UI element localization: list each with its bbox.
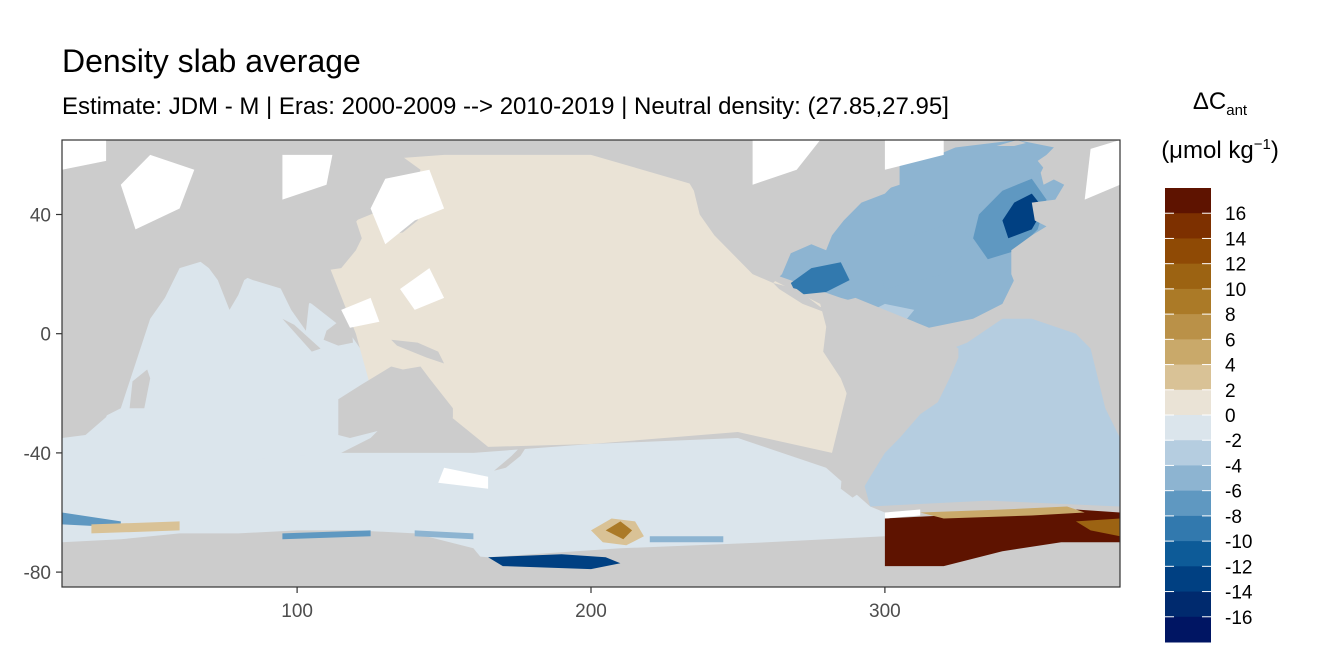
ocean-indian bbox=[62, 259, 400, 501]
land-north-america bbox=[591, 140, 900, 283]
land-new-zealand bbox=[494, 446, 527, 471]
legend-swatch bbox=[1165, 364, 1211, 391]
legend-swatch bbox=[1165, 465, 1211, 492]
legend-label: -12 bbox=[1225, 557, 1252, 578]
patch-weddell-east bbox=[1075, 518, 1120, 537]
patch-margin-warm bbox=[91, 521, 180, 534]
land-sumatra bbox=[282, 318, 321, 352]
ocean-southern bbox=[62, 438, 885, 558]
land-borneo bbox=[323, 312, 353, 346]
legend-swatch bbox=[1165, 515, 1211, 542]
no-data-patch-3 bbox=[282, 154, 333, 200]
land-uk bbox=[1040, 160, 1059, 185]
patch-caribbean bbox=[790, 262, 850, 295]
patch-margin-west bbox=[62, 512, 121, 528]
legend-swatch bbox=[1165, 213, 1211, 239]
patch-ross-margin bbox=[488, 554, 621, 570]
no-data-patch-2 bbox=[62, 140, 107, 170]
chart-title: Density slab average bbox=[62, 43, 361, 79]
legend-swatch bbox=[1165, 490, 1211, 517]
legend-label: 6 bbox=[1225, 330, 1236, 351]
land-new-guinea bbox=[391, 339, 445, 364]
legend-swatch bbox=[1165, 415, 1211, 441]
patch-ross-core bbox=[605, 521, 633, 540]
land-madagascar bbox=[129, 369, 151, 409]
legend-label: -10 bbox=[1225, 532, 1252, 553]
no-data-patch-5 bbox=[341, 297, 380, 328]
land-europe-africa bbox=[1011, 140, 1120, 424]
legend-label: 10 bbox=[1225, 280, 1246, 301]
land-central-america bbox=[773, 283, 832, 313]
legend-label: -4 bbox=[1225, 456, 1242, 477]
legend-swatch bbox=[1165, 541, 1211, 567]
map-layer bbox=[62, 140, 1120, 587]
legend-swatch bbox=[1165, 238, 1211, 265]
legend-unit: (μmol kg−1) bbox=[1161, 136, 1279, 164]
legend-swatch bbox=[1165, 314, 1211, 340]
no-data-patch-1 bbox=[120, 154, 195, 230]
legend-swatch bbox=[1165, 263, 1211, 290]
legend-swatch bbox=[1165, 339, 1211, 366]
legend-label: -8 bbox=[1225, 507, 1242, 528]
land-iceland bbox=[996, 140, 1026, 146]
no-data-patch-11 bbox=[884, 509, 921, 519]
y-tick-label: -80 bbox=[24, 563, 51, 584]
land-australia bbox=[338, 366, 453, 450]
legend-layer: 16 14 12 10 8 6 4 2 0 -2 -4 -6 -8 -10 -12 -14 -16 bbox=[1165, 188, 1253, 643]
legend-label: -2 bbox=[1225, 431, 1242, 452]
y-tick-label: 40 bbox=[30, 206, 51, 227]
land-south-america bbox=[823, 297, 959, 498]
x-tick-label: 300 bbox=[869, 601, 901, 622]
legend-swatch bbox=[1165, 566, 1211, 593]
legend-label: -14 bbox=[1225, 583, 1253, 604]
chart-subtitle: Estimate: JDM - M | Eras: 2000-2009 --> … bbox=[62, 93, 949, 120]
legend-swatch bbox=[1165, 389, 1211, 416]
no-data-patch-10 bbox=[438, 467, 489, 489]
no-data-patch-6 bbox=[370, 169, 445, 245]
patch-margin-east bbox=[414, 530, 474, 540]
legend-label: -16 bbox=[1225, 608, 1252, 629]
legend-label: 14 bbox=[1225, 229, 1247, 250]
legend-swatch bbox=[1165, 591, 1211, 618]
patch-weddell-edge bbox=[920, 506, 1085, 519]
legend-label: 12 bbox=[1225, 255, 1246, 276]
no-data-patch-7 bbox=[884, 140, 944, 170]
no-data-patch-4 bbox=[400, 268, 445, 310]
no-data-patch-8 bbox=[1084, 140, 1120, 200]
patch-margin-mid bbox=[282, 530, 371, 540]
x-tick-label: 100 bbox=[281, 601, 313, 622]
patch-weddell bbox=[884, 509, 1120, 567]
legend-swatch bbox=[1165, 440, 1211, 466]
legend-label: 4 bbox=[1225, 356, 1236, 377]
legend-label: 8 bbox=[1225, 305, 1236, 326]
patch-na-mid bbox=[879, 220, 974, 289]
legend-swatch bbox=[1165, 188, 1211, 214]
land-antarctica bbox=[62, 530, 1120, 587]
y-tick-label: -40 bbox=[24, 444, 51, 465]
legend-swatch bbox=[1165, 616, 1211, 643]
x-tick-label: 200 bbox=[575, 601, 607, 622]
legend-label: 2 bbox=[1225, 381, 1236, 402]
legend-title: ΔCant bbox=[1192, 88, 1248, 119]
legend-label: -6 bbox=[1225, 482, 1242, 503]
legend-label: 16 bbox=[1225, 204, 1246, 225]
no-data-patch-9 bbox=[752, 140, 821, 185]
y-tick-label: 0 bbox=[40, 325, 51, 346]
legend-swatch bbox=[1165, 288, 1211, 315]
patch-margin-amundsen bbox=[649, 536, 724, 543]
ocean-south-atlantic bbox=[855, 318, 1120, 507]
legend-label: 0 bbox=[1225, 406, 1236, 427]
